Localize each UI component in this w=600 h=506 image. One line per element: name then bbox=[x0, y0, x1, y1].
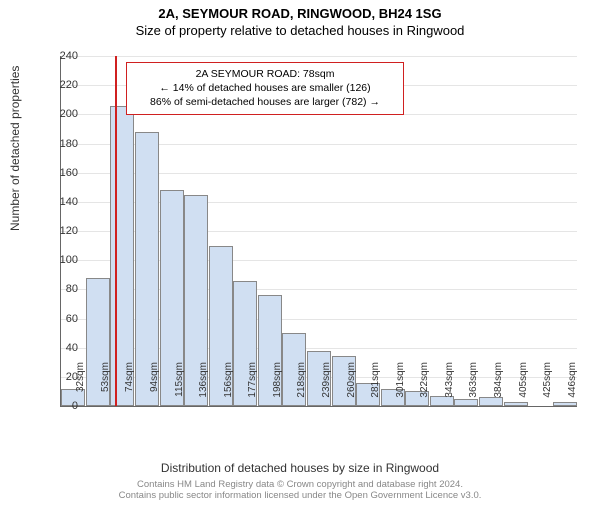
chart-area: 2A SEYMOUR ROAD: 78sqm← 14% of detached … bbox=[60, 56, 576, 406]
plot-area: 2A SEYMOUR ROAD: 78sqm← 14% of detached … bbox=[60, 56, 577, 407]
y-tick: 80 bbox=[48, 283, 78, 295]
annotation-line2: ← 14% of detached houses are smaller (12… bbox=[135, 81, 395, 95]
property-marker-line bbox=[115, 56, 117, 406]
annotation-title: 2A SEYMOUR ROAD: 78sqm bbox=[135, 67, 395, 81]
x-tick: 384sqm bbox=[493, 362, 504, 422]
x-tick: 218sqm bbox=[296, 362, 307, 422]
y-tick: 140 bbox=[48, 196, 78, 208]
x-tick: 281sqm bbox=[370, 362, 381, 422]
y-tick: 100 bbox=[48, 254, 78, 266]
x-tick: 446sqm bbox=[567, 362, 578, 422]
x-tick: 177sqm bbox=[247, 362, 258, 422]
chart-title-1: 2A, SEYMOUR ROAD, RINGWOOD, BH24 1SG bbox=[0, 6, 600, 21]
x-tick: 136sqm bbox=[198, 362, 209, 422]
attribution-text: Contains HM Land Registry data © Crown c… bbox=[0, 479, 600, 502]
y-tick: 40 bbox=[48, 342, 78, 354]
x-tick: 94sqm bbox=[149, 362, 160, 422]
x-tick: 405sqm bbox=[518, 362, 529, 422]
x-tick: 301sqm bbox=[395, 362, 406, 422]
attribution-line1: Contains HM Land Registry data © Crown c… bbox=[137, 479, 463, 490]
x-tick: 115sqm bbox=[174, 362, 185, 422]
y-tick: 240 bbox=[48, 50, 78, 62]
y-tick: 160 bbox=[48, 167, 78, 179]
chart-title-2: Size of property relative to detached ho… bbox=[0, 23, 600, 38]
annotation-line3: 86% of semi-detached houses are larger (… bbox=[135, 95, 395, 109]
y-tick: 200 bbox=[48, 108, 78, 120]
x-tick: 74sqm bbox=[124, 362, 135, 422]
annotation-box: 2A SEYMOUR ROAD: 78sqm← 14% of detached … bbox=[126, 62, 404, 115]
x-tick: 343sqm bbox=[444, 362, 455, 422]
histogram-bar bbox=[110, 106, 134, 406]
y-tick: 60 bbox=[48, 313, 78, 325]
x-axis-label: Distribution of detached houses by size … bbox=[0, 461, 600, 475]
x-tick: 156sqm bbox=[223, 362, 234, 422]
x-tick: 260sqm bbox=[346, 362, 357, 422]
x-tick: 425sqm bbox=[542, 362, 553, 422]
y-tick: 0 bbox=[48, 400, 78, 412]
x-tick: 198sqm bbox=[272, 362, 283, 422]
y-axis-label: Number of detached properties bbox=[8, 66, 22, 231]
gridline bbox=[61, 56, 577, 57]
y-tick: 220 bbox=[48, 79, 78, 91]
y-tick: 120 bbox=[48, 225, 78, 237]
y-tick: 20 bbox=[48, 371, 78, 383]
x-tick: 53sqm bbox=[100, 362, 111, 422]
x-tick: 322sqm bbox=[419, 362, 430, 422]
x-tick: 32sqm bbox=[75, 362, 86, 422]
x-tick: 239sqm bbox=[321, 362, 332, 422]
x-tick: 363sqm bbox=[468, 362, 479, 422]
y-tick: 180 bbox=[48, 138, 78, 150]
